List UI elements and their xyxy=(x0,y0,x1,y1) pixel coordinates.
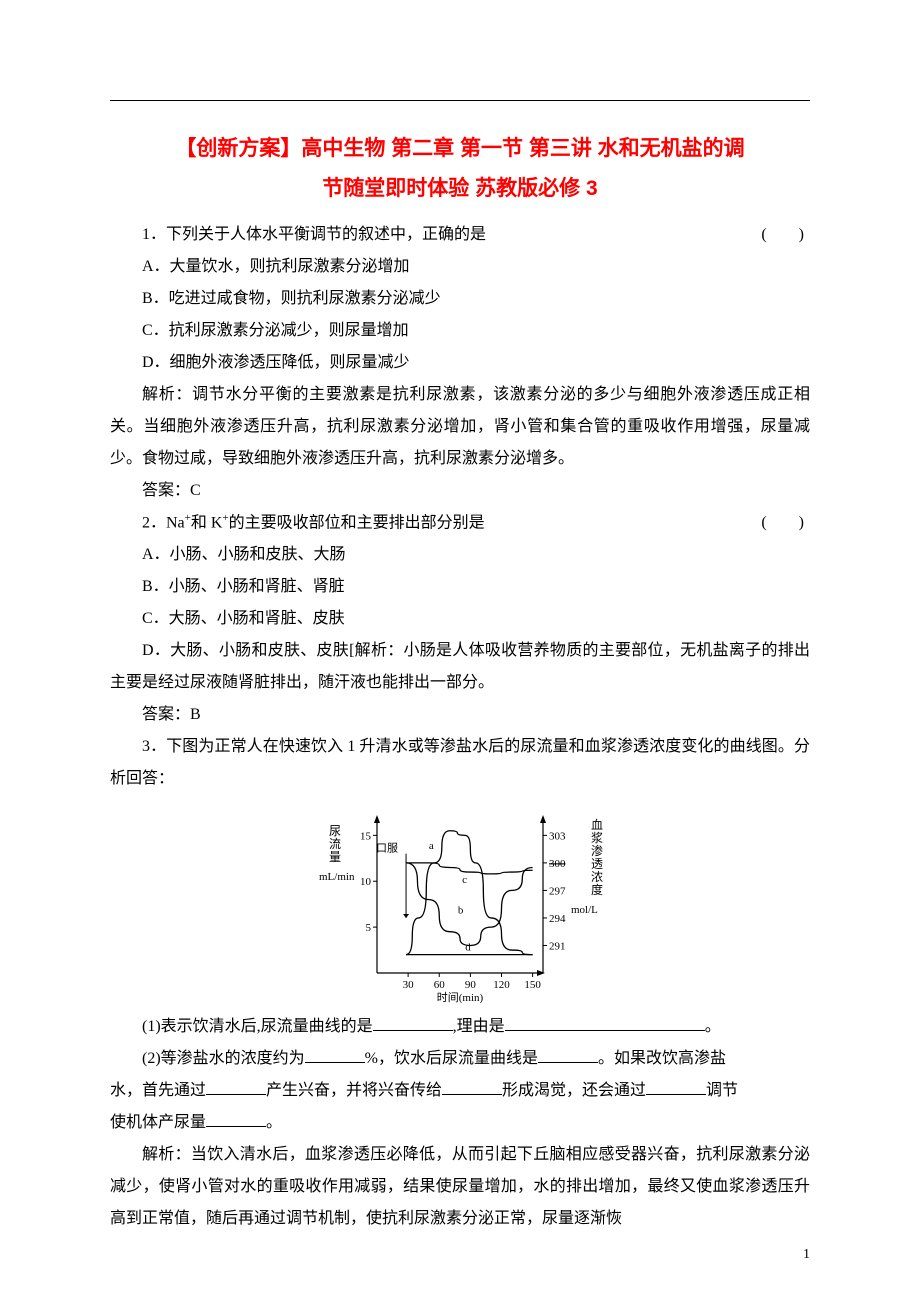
svg-text:a: a xyxy=(429,840,434,852)
svg-text:120: 120 xyxy=(493,979,510,991)
svg-text:90: 90 xyxy=(465,979,477,991)
svg-text:30: 30 xyxy=(403,979,415,991)
svg-text:量: 量 xyxy=(329,850,341,864)
svg-text:血: 血 xyxy=(591,818,603,832)
page-number: 1 xyxy=(803,1247,810,1263)
svg-text:渗: 渗 xyxy=(591,843,603,858)
q3-sub1: (1)表示饮清水后,尿流量曲线的是,理由是。 xyxy=(110,1011,810,1043)
chart-svg: 5 10 15 291 294 297 300 303 30 60 90 120 150 时间(min) 尿… xyxy=(315,803,605,1003)
svg-text:浓: 浓 xyxy=(591,870,603,884)
q1-stem: 1．下列关于人体水平衡调节的叙述中，正确的是 ( ) xyxy=(110,219,810,251)
q3-sub2-l3: 使机体产尿量。 xyxy=(110,1107,810,1139)
svg-text:尿: 尿 xyxy=(329,824,341,838)
svg-text:流: 流 xyxy=(329,837,341,851)
q1-option-d: D．细胞外液渗透压降低，则尿量减少 xyxy=(110,347,810,379)
q3-sub2-l2: 水，首先通过产生兴奋，并将兴奋传给形成渴觉，还会通过调节 xyxy=(110,1075,810,1107)
title-line1: 【创新方案】高中生物 第二章 第一节 第三讲 水和无机盐的调 xyxy=(110,129,810,169)
svg-text:15: 15 xyxy=(360,830,372,842)
q3-sub2-l1: (2)等渗盐水的浓度约为%，饮水后尿流量曲线是。如果改饮高渗盐 xyxy=(110,1043,810,1075)
q1-option-a: A．大量饮水，则抗利尿激素分泌增加 xyxy=(110,251,810,283)
q2-option-d: D．大肠、小肠和皮肤、皮肤[解析：小肠是人体吸收营养物质的主要部位，无机盐离子的… xyxy=(110,635,810,699)
svg-text:c: c xyxy=(462,874,467,886)
svg-text:60: 60 xyxy=(434,979,446,991)
svg-text:291: 291 xyxy=(549,941,566,953)
q1-explain: 解析：调节水分平衡的主要激素是抗利尿激素，该激素分泌的多少与细胞外液渗透压成正相… xyxy=(110,379,810,475)
svg-text:浆: 浆 xyxy=(591,830,603,845)
q1-option-b: B．吃进过咸食物，则抗利尿激素分泌减少 xyxy=(110,283,810,315)
q2-option-c: C．大肠、小肠和肾脏、皮肤 xyxy=(110,603,810,635)
svg-text:294: 294 xyxy=(549,913,566,925)
q3-stem: 3．下图为正常人在快速饮入 1 升清水或等渗盐水后的尿流量和血浆渗透浓度变化的曲… xyxy=(110,731,810,795)
svg-text:度: 度 xyxy=(591,882,603,897)
q2-option-a: A．小肠、小肠和皮肤、大肠 xyxy=(110,539,810,571)
svg-text:mol/L: mol/L xyxy=(571,904,598,916)
q1-answer: 答案：C xyxy=(110,475,810,507)
svg-text:297: 297 xyxy=(549,886,566,898)
svg-text:d: d xyxy=(465,942,471,954)
urine-chart: 5 10 15 291 294 297 300 303 30 60 90 120 150 时间(min) 尿… xyxy=(110,803,810,1003)
svg-text:10: 10 xyxy=(360,876,372,888)
svg-text:口服: 口服 xyxy=(376,842,398,855)
svg-text:b: b xyxy=(458,904,464,916)
q3-explain: 解析：当饮入清水后，血浆渗透压必降低，从而引起下丘脑相应感受器兴奋，抗利尿激素分… xyxy=(110,1139,810,1235)
svg-text:150: 150 xyxy=(524,979,541,991)
q2-answer: 答案：B xyxy=(110,699,810,731)
q1-option-c: C．抗利尿激素分泌减少，则尿量增加 xyxy=(110,315,810,347)
q2-stem: 2．Na+和 K+的主要吸收部位和主要排出部分别是 ( ) xyxy=(110,507,810,539)
q2-option-b: B．小肠、小肠和肾脏、肾脏 xyxy=(110,571,810,603)
svg-text:300: 300 xyxy=(549,858,566,870)
title-line2: 节随堂即时体验 苏教版必修 3 xyxy=(110,169,810,209)
svg-text:时间(min): 时间(min) xyxy=(437,991,484,1003)
svg-text:303: 303 xyxy=(549,830,566,842)
svg-text:mL/min: mL/min xyxy=(319,871,355,883)
svg-text:透: 透 xyxy=(591,857,603,871)
svg-text:5: 5 xyxy=(366,922,372,934)
